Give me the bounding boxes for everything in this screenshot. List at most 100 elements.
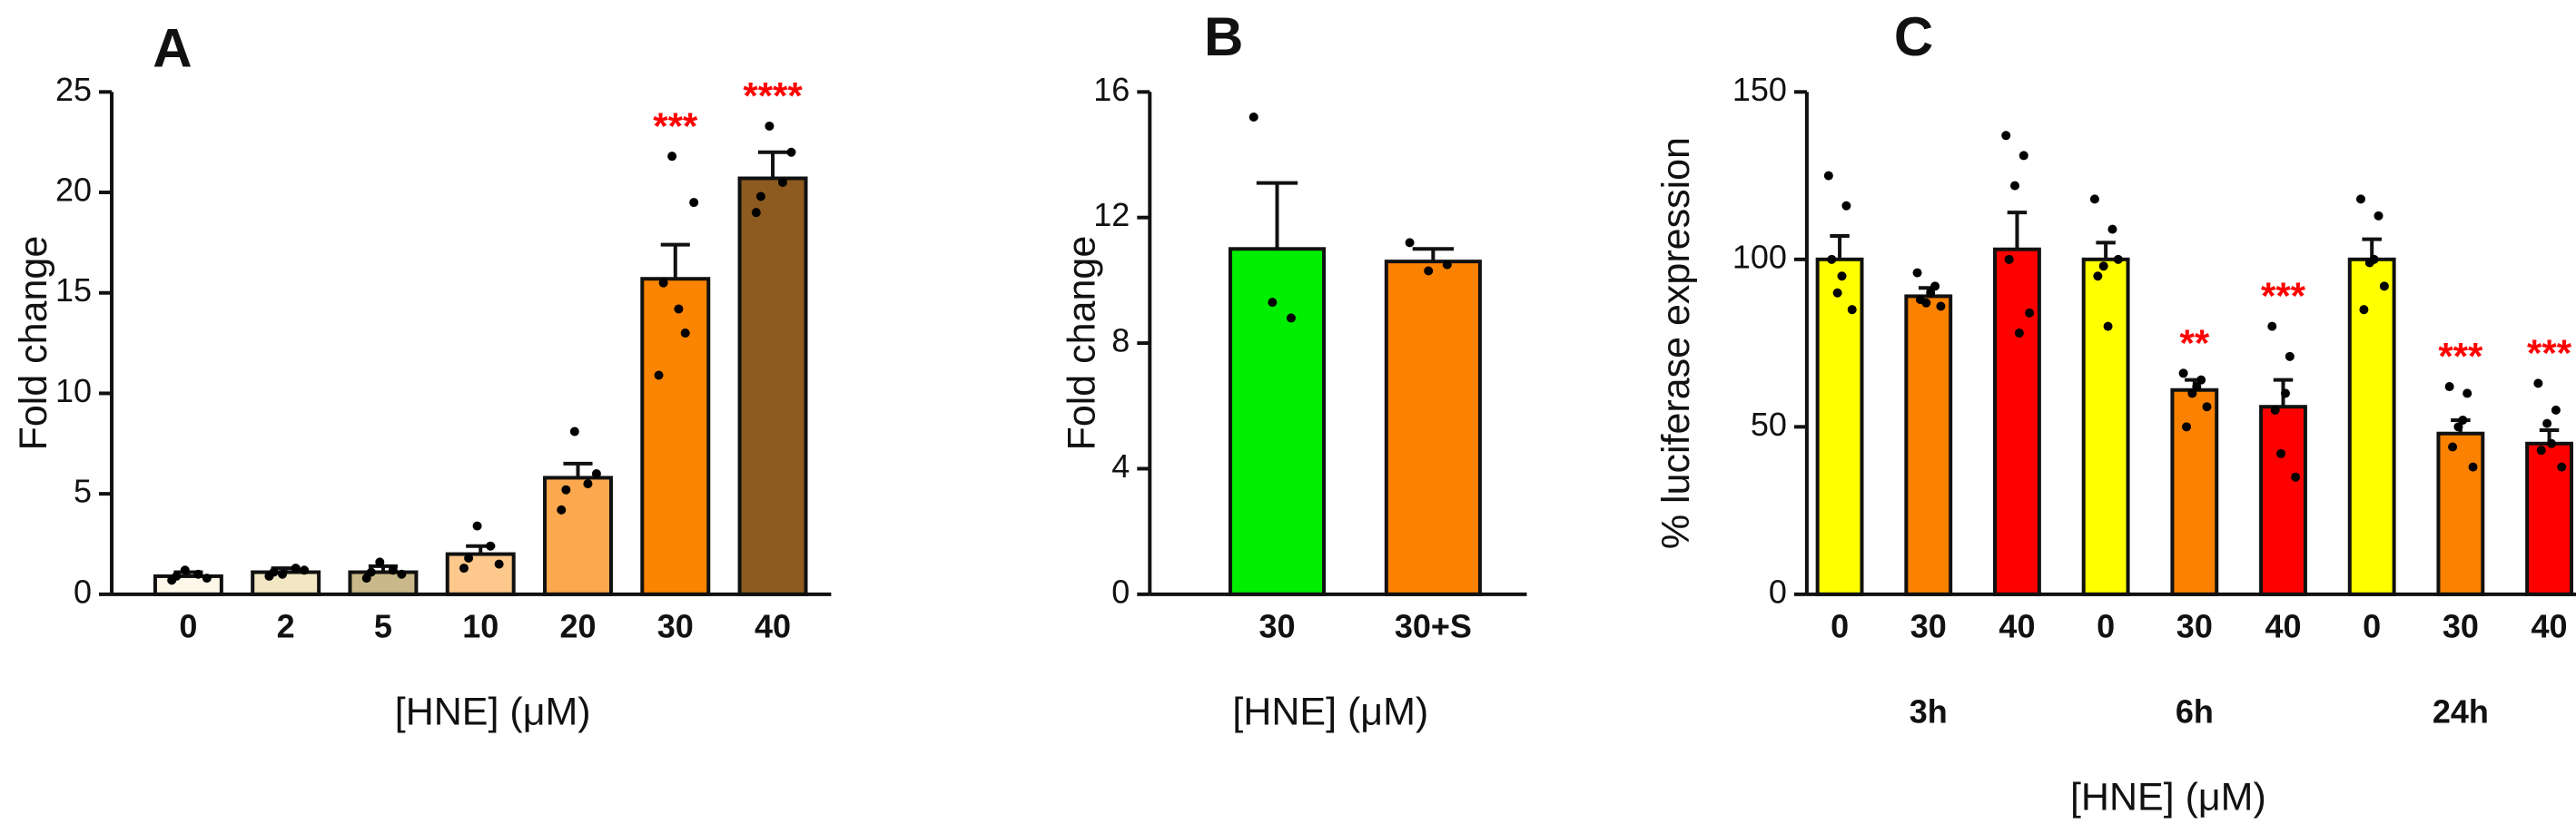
- x-tick-label: 40: [2532, 607, 2568, 644]
- data-point: [1249, 112, 1258, 122]
- data-point: [2542, 418, 2552, 428]
- data-point: [2113, 254, 2123, 264]
- data-point: [1268, 298, 1278, 308]
- data-point: [2276, 448, 2286, 458]
- data-point: [1841, 201, 1851, 211]
- bar: [2170, 388, 2219, 596]
- data-point: [2291, 472, 2301, 482]
- data-point: [388, 565, 398, 575]
- bar: [737, 176, 808, 596]
- x-tick-label: 40: [2265, 607, 2301, 644]
- data-point: [2001, 131, 2011, 141]
- y-tick-label: 20: [55, 172, 92, 209]
- y-tick-label: 50: [1751, 406, 1787, 443]
- y-tick-label: 25: [55, 71, 92, 108]
- x-tick-label: 0: [1831, 607, 1849, 644]
- x-tick-label: 5: [374, 607, 392, 644]
- data-point: [1915, 295, 1925, 305]
- data-point: [2536, 446, 2546, 456]
- data-point: [2182, 422, 2192, 432]
- data-point: [2098, 261, 2108, 271]
- data-point: [2374, 211, 2384, 221]
- data-point: [569, 427, 579, 437]
- data-point: [202, 574, 212, 584]
- y-tick-label: 16: [1093, 71, 1130, 108]
- data-point: [2267, 321, 2277, 331]
- x-tick-label: 2: [277, 607, 295, 644]
- bar: [2347, 257, 2396, 596]
- bar: [1993, 247, 2041, 596]
- bar: [348, 570, 419, 596]
- y-tick-label: 10: [55, 372, 92, 409]
- data-point: [2280, 388, 2290, 398]
- data-point: [300, 565, 310, 575]
- y-axis-label: Fold change: [1060, 236, 1103, 451]
- x-tick-label: 30: [2176, 607, 2213, 644]
- data-point: [375, 557, 385, 567]
- data-point: [667, 152, 677, 162]
- data-point: [583, 479, 593, 489]
- data-point: [2369, 254, 2379, 264]
- data-point: [2093, 271, 2103, 281]
- y-tick-label: 100: [1732, 238, 1787, 275]
- x-tick-label: 40: [755, 607, 791, 644]
- data-point: [2014, 329, 2024, 339]
- data-point: [2025, 308, 2035, 318]
- bar: [1904, 294, 1953, 596]
- y-axis-label: Fold change: [12, 236, 55, 451]
- data-point: [561, 485, 571, 495]
- data-point: [2453, 422, 2463, 432]
- y-tick-label: 4: [1111, 447, 1130, 485]
- bar: [543, 476, 613, 596]
- data-point: [765, 121, 775, 131]
- data-point: [1827, 254, 1837, 264]
- x-tick-label: 20: [559, 607, 596, 644]
- data-point: [193, 569, 203, 579]
- x-tick-label: 0: [2363, 607, 2381, 644]
- data-point: [172, 571, 182, 581]
- data-point: [2468, 462, 2478, 472]
- error-bar: [563, 461, 593, 478]
- data-point: [2107, 224, 2117, 234]
- data-point: [777, 177, 787, 187]
- x-tick-label: 0: [179, 607, 197, 644]
- x-axis-label: [HNE] (μM): [2070, 775, 2266, 819]
- bar: [153, 574, 223, 596]
- data-point: [2010, 181, 2020, 191]
- data-point: [2444, 382, 2454, 392]
- data-point: [786, 147, 796, 157]
- data-point: [486, 541, 496, 551]
- significance: ****: [743, 74, 803, 117]
- data-point: [2551, 405, 2561, 415]
- error-bar: [1830, 233, 1850, 260]
- data-point: [180, 565, 190, 575]
- significance: ***: [2438, 335, 2483, 378]
- y-axis-label: % luciferase expression: [1654, 137, 1698, 549]
- data-point: [269, 567, 279, 577]
- data-point: [2004, 254, 2014, 264]
- error-bar: [1256, 181, 1298, 250]
- data-point: [689, 198, 699, 208]
- data-point: [2196, 375, 2206, 385]
- x-tick-label: 30+S: [1395, 607, 1472, 644]
- data-point: [2187, 388, 2197, 398]
- group-label: 3h: [1910, 692, 1948, 730]
- data-point: [1912, 268, 1922, 278]
- data-point: [1926, 288, 1936, 298]
- data-point: [2462, 388, 2472, 398]
- bar: [445, 552, 516, 596]
- data-point: [2458, 415, 2468, 425]
- data-point: [2359, 305, 2369, 315]
- data-point: [366, 567, 376, 577]
- data-point: [278, 569, 288, 579]
- data-point: [2192, 382, 2202, 392]
- group-label: 24h: [2433, 692, 2489, 730]
- error-bar: [1412, 247, 1455, 262]
- data-point: [1405, 238, 1415, 248]
- data-point: [2379, 281, 2389, 291]
- data-point: [658, 278, 668, 288]
- data-point: [494, 559, 504, 569]
- bar: [640, 277, 711, 596]
- data-point: [2547, 438, 2557, 448]
